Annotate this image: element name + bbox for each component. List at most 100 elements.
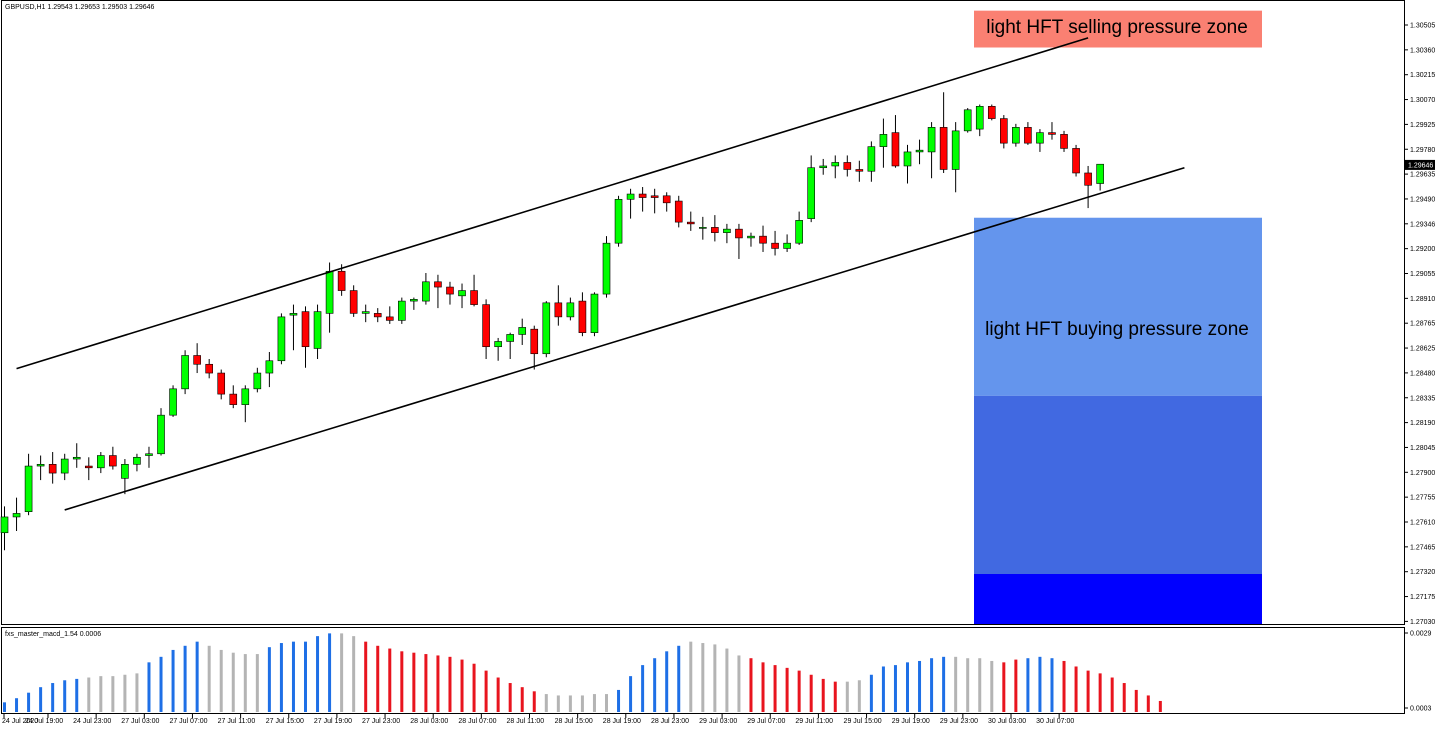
price-tick-label: 1.29200: [1410, 246, 1435, 253]
macd-bar: [376, 645, 380, 712]
candle: [398, 297, 406, 324]
macd-bar: [1038, 656, 1042, 712]
candle: [36, 455, 45, 481]
candle-body: [1072, 148, 1080, 174]
candle: [951, 122, 960, 193]
macd-bar: [424, 654, 428, 712]
macd-bar: [629, 676, 633, 712]
candle-body: [121, 464, 129, 479]
candle-body: [349, 290, 358, 314]
macd-bar: [990, 660, 994, 712]
time-tick-label: 29 Jul 15:00: [844, 718, 882, 725]
macd-bar: [797, 670, 801, 712]
macd-bar: [147, 662, 151, 712]
time-tick-label: 29 Jul 07:00: [747, 718, 785, 725]
time-tick-label: 27 Jul 03:00: [121, 718, 159, 725]
candle: [349, 285, 358, 317]
macd-bar: [701, 643, 705, 712]
candle-body: [783, 242, 791, 249]
price-tick-label: 1.29925: [1410, 122, 1435, 129]
pressure-zones: [974, 10, 1262, 624]
time-tick-label: 27 Jul 19:00: [314, 718, 352, 725]
candle-body: [24, 465, 33, 512]
macd-tick-label: 0.0029: [1410, 631, 1432, 638]
candle: [542, 301, 551, 358]
sell-zone-label: light HFT selling pressure zone: [986, 17, 1248, 38]
macd-bar: [942, 656, 946, 712]
time-tick-label: 24 Jul 23:00: [73, 718, 111, 725]
candle: [903, 144, 912, 184]
candle: [1084, 165, 1092, 209]
candle: [84, 457, 93, 481]
price-tick-label: 1.28625: [1410, 346, 1435, 353]
candle-body: [133, 456, 141, 465]
candle-body: [518, 327, 527, 335]
candle: [145, 446, 153, 468]
macd-bar: [761, 662, 765, 712]
macd-bar: [966, 658, 970, 712]
macd-bar: [544, 694, 548, 712]
price-tick-label: 1.27610: [1410, 520, 1435, 527]
candle: [181, 350, 189, 395]
candle-body: [410, 299, 418, 302]
candle: [277, 313, 286, 365]
candle-body: [229, 393, 238, 405]
candle-body: [674, 200, 683, 223]
macd-bar: [1110, 677, 1114, 712]
macd-bar: [304, 641, 307, 712]
candle-body: [843, 162, 852, 170]
price-tick-label: 1.29346: [1410, 221, 1435, 228]
buy-zone-dark: [974, 573, 1262, 624]
candle: [121, 459, 129, 495]
macd-bar: [1146, 695, 1150, 712]
macd-bar: [183, 645, 187, 712]
indicator-header: fxs_master_macd_1.54 0.0006: [5, 631, 101, 638]
macd-bar: [520, 687, 524, 712]
candle: [566, 297, 575, 321]
macd-bar: [219, 649, 223, 712]
macd-bar: [1098, 673, 1102, 712]
candle-body: [1024, 127, 1032, 144]
channel-upper-line[interactable]: [16, 37, 1089, 370]
macd-bar: [508, 683, 512, 712]
macd-bar: [749, 658, 753, 712]
candle: [686, 211, 695, 231]
macd-bar: [364, 641, 368, 712]
candle-body: [1036, 132, 1044, 144]
macd-bar: [51, 683, 55, 712]
candle-body: [72, 456, 81, 460]
candle-body: [711, 227, 719, 233]
candle-body: [723, 228, 731, 233]
candle-body: [771, 242, 779, 249]
channel-lower-line[interactable]: [64, 166, 1185, 511]
candle-body: [602, 242, 611, 295]
macd-bar: [713, 644, 717, 712]
candle: [747, 232, 755, 247]
candle: [253, 367, 262, 393]
macd-bar: [869, 674, 873, 712]
macd-bar: [472, 663, 476, 712]
candle-body: [879, 134, 888, 147]
candle: [97, 452, 105, 474]
time-tick-label: 28 Jul 07:00: [458, 718, 496, 725]
macd-bar: [641, 665, 645, 712]
price-tick-label: 1.30215: [1410, 72, 1435, 79]
candle-body: [939, 127, 948, 170]
candle-body: [84, 465, 93, 469]
symbol-header: GBPUSD,H1 1.29543 1.29653 1.29503 1.2964…: [5, 4, 155, 11]
time-tick-label: 27 Jul 07:00: [169, 718, 207, 725]
macd-bar: [1026, 658, 1030, 712]
price-tick-label: 1.29490: [1410, 196, 1435, 203]
candle: [915, 139, 924, 165]
candle-body: [277, 316, 286, 362]
candle-body: [361, 311, 370, 314]
candle-body: [975, 105, 984, 130]
candle: [1060, 130, 1068, 152]
candle: [265, 351, 274, 388]
candle-body: [987, 105, 996, 119]
candle: [157, 408, 165, 456]
price-tick-label: 1.29635: [1410, 172, 1435, 179]
candle-body: [650, 195, 659, 198]
candle-body: [217, 372, 226, 395]
